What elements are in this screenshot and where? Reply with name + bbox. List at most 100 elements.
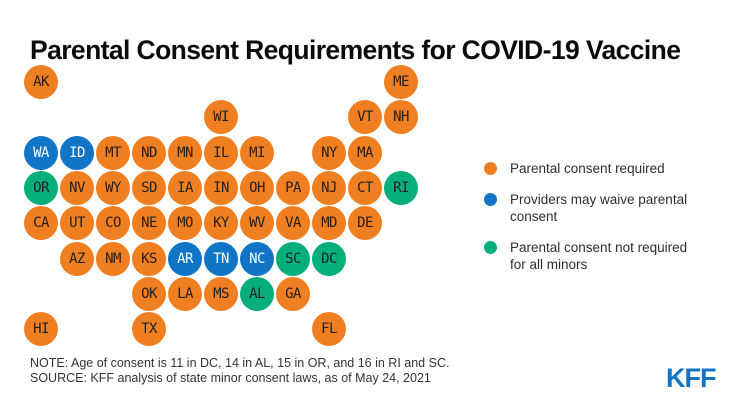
state-label-or: OR (33, 179, 49, 196)
state-label-sc: SC (285, 250, 301, 267)
legend-label-waive: Providers may waive parental consent (510, 192, 688, 224)
state-tile-de: DE (348, 206, 382, 241)
state-label-nm: NM (105, 250, 121, 267)
state-tile-ny: NY (312, 135, 346, 170)
state-tile-il: IL (204, 135, 238, 170)
state-tile-ar: AR (168, 241, 202, 276)
state-tile-hi: HI (24, 312, 58, 347)
state-tile-ks: KS (132, 241, 166, 276)
state-label-ma: MA (357, 144, 373, 161)
state-label-nh: NH (393, 109, 409, 126)
state-label-nv: NV (69, 179, 85, 196)
state-tile-wv: WV (240, 206, 274, 241)
state-label-vt: VT (357, 109, 373, 126)
state-label-ga: GA (285, 285, 301, 302)
state-label-la: LA (177, 285, 193, 302)
state-label-wi: WI (213, 109, 229, 126)
state-label-wy: WY (105, 179, 121, 196)
state-tile-wi: WI (204, 100, 238, 135)
state-label-al: AL (249, 285, 265, 302)
state-tile-ia: IA (168, 170, 202, 205)
legend-item-not-required: Parental consent not required for all mi… (484, 239, 734, 273)
state-label-fl: FL (321, 321, 337, 338)
state-label-dc: DC (321, 250, 337, 267)
state-label-ks: KS (141, 250, 157, 267)
state-tile-id: ID (60, 135, 94, 170)
state-label-wv: WV (249, 215, 265, 232)
state-label-ct: CT (357, 179, 373, 196)
state-tile-la: LA (168, 276, 202, 311)
legend-dot-green (484, 241, 497, 254)
state-label-de: DE (357, 215, 373, 232)
state-label-co: CO (105, 215, 121, 232)
state-label-wa: WA (33, 144, 49, 161)
state-label-ut: UT (69, 215, 85, 232)
state-label-va: VA (285, 215, 301, 232)
state-label-ny: NY (321, 144, 337, 161)
state-tile-al: AL (240, 276, 274, 311)
state-tile-ct: CT (348, 170, 382, 205)
state-tile-nd: ND (132, 135, 166, 170)
state-tile-ca: CA (24, 206, 58, 241)
state-tile-md: MD (312, 206, 346, 241)
state-label-me: ME (393, 74, 409, 90)
us-tile-grid-map: AK ME WI VT NH WA ID MT ND MN IL MI NY MA OR NV WY SD IA IN… (24, 65, 418, 347)
state-tile-dc: DC (312, 241, 346, 276)
state-label-nj: NJ (321, 179, 337, 196)
state-tile-tx: TX (132, 312, 166, 347)
state-tile-ms: MS (204, 276, 238, 311)
state-label-mn: MN (177, 144, 193, 161)
state-tile-ri: RI (384, 170, 418, 205)
state-tile-ma: MA (348, 135, 382, 170)
state-label-mo: MO (177, 215, 193, 232)
state-label-ok: OK (141, 285, 157, 302)
state-tile-mi: MI (240, 135, 274, 170)
state-label-md: MD (321, 215, 337, 232)
state-tile-nj: NJ (312, 170, 346, 205)
legend: Parental consent required Providers may … (484, 160, 734, 287)
state-label-mi: MI (249, 144, 265, 161)
state-label-ky: KY (213, 215, 229, 232)
state-label-sd: SD (141, 179, 157, 196)
state-label-id: ID (69, 144, 85, 161)
state-tile-az: AZ (60, 241, 94, 276)
state-tile-me: ME (384, 65, 418, 99)
state-label-ms: MS (213, 285, 229, 302)
state-tile-fl: FL (312, 312, 346, 347)
state-label-il: IL (213, 144, 229, 161)
legend-dot-orange (484, 162, 497, 175)
state-tile-ga: GA (276, 276, 310, 311)
state-label-ca: CA (33, 215, 49, 232)
legend-dot-blue (484, 193, 497, 206)
state-tile-ne: NE (132, 206, 166, 241)
state-label-tx: TX (141, 321, 157, 338)
state-label-az: AZ (69, 250, 85, 267)
kff-logo[interactable]: KFF (666, 363, 716, 393)
state-tile-co: CO (96, 206, 130, 241)
state-label-ia: IA (177, 179, 193, 196)
state-tile-ok: OK (132, 276, 166, 311)
state-tile-tn: TN (204, 241, 238, 276)
state-tile-ak: AK (24, 65, 58, 99)
state-label-in: IN (213, 179, 229, 196)
note-line: NOTE: Age of consent is 11 in DC, 14 in … (30, 356, 450, 370)
state-tile-vt: VT (348, 100, 382, 135)
state-tile-ky: KY (204, 206, 238, 241)
state-tile-mt: MT (96, 135, 130, 170)
state-tile-nc: NC (240, 241, 274, 276)
state-label-tn: TN (213, 250, 229, 267)
state-tile-in: IN (204, 170, 238, 205)
state-tile-sc: SC (276, 241, 310, 276)
state-label-ri: RI (393, 179, 409, 196)
state-tile-or: OR (24, 170, 58, 205)
legend-label-required: Parental consent required (510, 161, 665, 176)
legend-label-not-required: Parental consent not required for all mi… (510, 240, 688, 272)
source-line: SOURCE: KFF analysis of state minor cons… (30, 371, 431, 385)
state-tile-pa: PA (276, 170, 310, 205)
state-label-ar: AR (177, 250, 193, 267)
state-tile-oh: OH (240, 170, 274, 205)
state-tile-sd: SD (132, 170, 166, 205)
state-label-mt: MT (105, 144, 121, 161)
state-label-ne: NE (141, 215, 157, 232)
state-tile-wy: WY (96, 170, 130, 205)
